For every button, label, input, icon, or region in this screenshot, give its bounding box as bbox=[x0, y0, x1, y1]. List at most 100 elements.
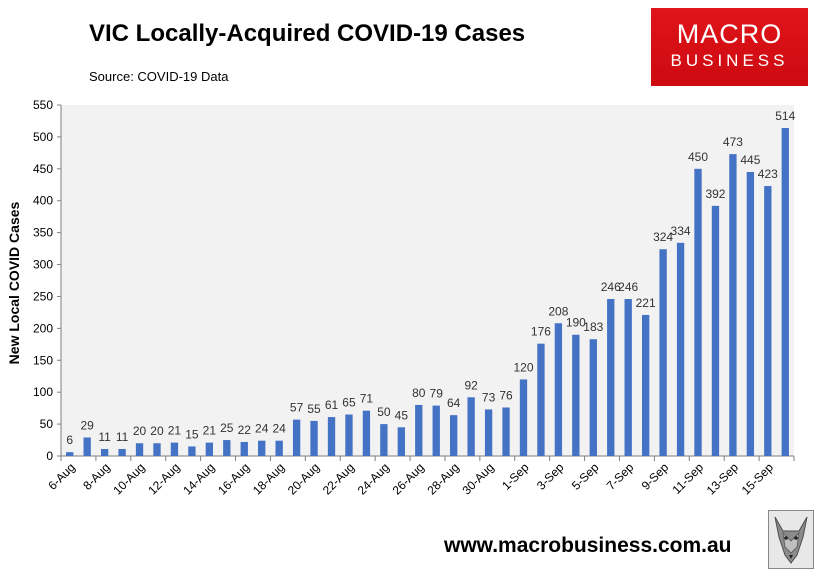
y-tick-label: 550 bbox=[33, 98, 53, 112]
x-tick-label: 22-Aug bbox=[320, 460, 357, 497]
x-tick-label: 8-Aug bbox=[80, 460, 113, 493]
bars-group bbox=[66, 127, 789, 457]
bar bbox=[572, 334, 580, 456]
y-tick-label: 200 bbox=[33, 321, 53, 335]
y-tick-label: 300 bbox=[33, 258, 53, 272]
data-label: 120 bbox=[513, 360, 533, 374]
data-label: 50 bbox=[377, 405, 391, 419]
bar bbox=[83, 437, 91, 456]
x-tick-label: 1-Sep bbox=[499, 460, 532, 493]
logo-text-business: BUSINESS bbox=[670, 51, 789, 70]
data-label: 92 bbox=[464, 378, 478, 392]
data-label: 21 bbox=[203, 424, 217, 438]
bar bbox=[537, 343, 545, 456]
data-label: 24 bbox=[272, 422, 286, 436]
y-tick-label: 250 bbox=[33, 289, 53, 303]
bar bbox=[188, 446, 196, 456]
y-axis-title: New Local COVID Cases bbox=[6, 201, 22, 364]
data-label: 71 bbox=[360, 392, 374, 406]
data-label: 246 bbox=[618, 280, 638, 294]
bar bbox=[729, 154, 737, 456]
bar bbox=[484, 409, 493, 456]
data-label: 11 bbox=[116, 430, 129, 444]
bar bbox=[641, 314, 650, 456]
bar bbox=[432, 405, 440, 456]
bar bbox=[223, 440, 231, 456]
bar bbox=[467, 397, 475, 456]
data-label: 190 bbox=[566, 316, 586, 330]
bar bbox=[676, 242, 685, 456]
y-tick-label: 350 bbox=[33, 226, 53, 240]
bar bbox=[380, 424, 388, 456]
bar bbox=[327, 417, 336, 456]
x-tick-label: 12-Aug bbox=[145, 460, 182, 497]
x-tick-label: 10-Aug bbox=[110, 460, 147, 497]
data-label: 334 bbox=[671, 224, 691, 238]
x-tick-label: 9-Sep bbox=[639, 460, 672, 493]
x-axis: 6-Aug 8-Aug10-Aug12-Aug14-Aug16-Aug18-Aug… bbox=[45, 455, 795, 497]
x-tick-label: 18-Aug bbox=[250, 460, 287, 497]
data-label: 22 bbox=[238, 423, 252, 437]
bar bbox=[450, 415, 458, 456]
x-tick-label: 16-Aug bbox=[215, 460, 252, 497]
data-label: 79 bbox=[430, 387, 444, 401]
bar bbox=[694, 168, 702, 456]
x-tick-label: 3-Sep bbox=[534, 460, 567, 493]
data-label: 29 bbox=[80, 418, 94, 432]
data-label: 65 bbox=[342, 396, 356, 410]
bar bbox=[397, 427, 405, 456]
x-tick-label: 13-Sep bbox=[704, 460, 741, 497]
data-label: 25 bbox=[220, 421, 234, 435]
bar bbox=[502, 407, 510, 456]
bar bbox=[362, 410, 371, 456]
bar bbox=[554, 323, 563, 456]
bar bbox=[624, 299, 632, 456]
data-label: 11 bbox=[98, 430, 111, 444]
bar bbox=[415, 404, 423, 456]
bar bbox=[240, 441, 248, 456]
bar bbox=[310, 420, 318, 456]
x-tick-label: 15-Sep bbox=[739, 460, 776, 497]
data-label: 15 bbox=[185, 427, 199, 441]
y-tick-label: 400 bbox=[33, 194, 53, 208]
y-tick-label: 100 bbox=[33, 385, 53, 399]
bar bbox=[607, 299, 615, 456]
data-label: 20 bbox=[150, 424, 164, 438]
data-label: 73 bbox=[482, 390, 496, 404]
bar bbox=[205, 442, 214, 456]
bar bbox=[345, 414, 353, 456]
plot-area bbox=[61, 105, 794, 456]
y-tick-label: 150 bbox=[33, 353, 53, 367]
data-label: 514 bbox=[775, 109, 795, 123]
y-tick-label: 50 bbox=[40, 417, 54, 431]
data-label: 24 bbox=[255, 422, 269, 436]
x-tick-label: 30-Aug bbox=[459, 460, 496, 497]
data-label: 221 bbox=[636, 296, 656, 310]
bar bbox=[781, 127, 789, 456]
bar bbox=[764, 186, 772, 457]
data-label: 246 bbox=[601, 280, 621, 294]
data-label: 445 bbox=[740, 153, 760, 167]
macro-business-logo: MACRO BUSINESS bbox=[651, 8, 808, 86]
data-label: 183 bbox=[583, 320, 603, 334]
x-tick-label: 26-Aug bbox=[390, 460, 427, 497]
data-label: 392 bbox=[705, 187, 725, 201]
data-label: 20 bbox=[133, 424, 147, 438]
y-tick-label: 450 bbox=[33, 162, 53, 176]
bar bbox=[589, 339, 597, 456]
data-label: 80 bbox=[412, 386, 426, 400]
logo-text-macro: MACRO bbox=[676, 19, 783, 49]
bar bbox=[519, 379, 528, 456]
data-label: 57 bbox=[290, 401, 304, 415]
data-label: 473 bbox=[723, 135, 743, 149]
data-label: 423 bbox=[758, 167, 778, 181]
x-tick-label: 7-Sep bbox=[604, 460, 637, 493]
wolf-logo-image bbox=[768, 510, 814, 569]
data-label: 21 bbox=[168, 424, 182, 438]
data-label: 61 bbox=[325, 398, 339, 412]
data-label: 208 bbox=[548, 304, 568, 318]
chart-title: VIC Locally-Acquired COVID-19 Cases bbox=[89, 20, 526, 47]
x-tick-label: 14-Aug bbox=[180, 460, 217, 497]
data-label: 64 bbox=[447, 396, 461, 410]
x-tick-label: 5-Sep bbox=[569, 460, 602, 493]
